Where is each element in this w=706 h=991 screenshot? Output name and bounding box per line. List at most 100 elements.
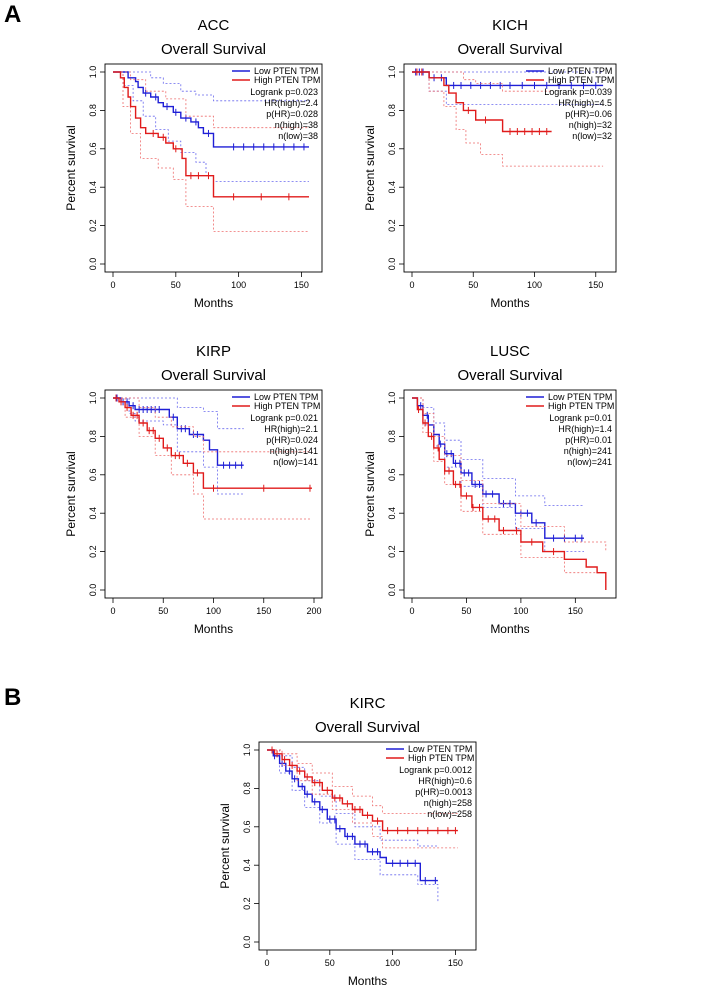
y-tick-label: 1.0 [88,392,98,405]
y-tick-label: 1.0 [242,744,252,757]
ci-lower-high [412,397,607,585]
y-tick-label: 0.6 [387,469,397,482]
y-tick-label: 0.4 [88,507,98,520]
y-tick-label: 1.0 [387,66,397,79]
y-tick-label: 0.6 [88,143,98,156]
survival-curve-high [113,71,309,198]
chart-kirc: KIRC Overall Survival 0 50 100 150 0.0 0.2 0.4 0.… [218,695,477,988]
y-tick-label: 0.6 [387,143,397,156]
ci-upper-high [412,397,607,552]
y-tick-label: 0.2 [387,219,397,232]
x-tick-label: 0 [110,280,115,290]
x-tick-label: 100 [231,280,246,290]
x-tick-label: 100 [206,606,221,616]
stat-line: HR(high)=0.6 [418,776,472,786]
x-tick-label: 100 [513,606,528,616]
stat-line: n(high)=38 [275,120,318,130]
x-tick-label: 150 [448,958,463,968]
x-tick-label: 0 [264,958,269,968]
stat-line: HR(high)=2.1 [264,424,318,434]
chart-kirp: KIRP Overall Survival 0 50 100 150 200 0.0 0.2 0.… [64,343,323,636]
survival-curve-low [267,749,438,882]
y-tick-label: 1.0 [387,392,397,405]
survival-charts: ACC Overall Survival 0 50 100 150 0.0 0.2 0.4 0.6… [64,17,617,988]
chart-title: KIRP [196,343,231,360]
stat-line: n(high)=141 [270,446,318,456]
y-tick-label: 0.2 [88,545,98,558]
x-tick-label: 150 [568,606,583,616]
x-tick-label: 0 [110,606,115,616]
x-tick-label: 100 [385,958,400,968]
stat-line: p(HR)=0.01 [565,435,612,445]
stat-line: Logrank p=0.0012 [399,765,472,775]
y-tick-label: 0.4 [88,181,98,194]
chart-title: KIRC [350,695,386,712]
y-tick-label: 0.6 [88,469,98,482]
y-tick-label: 0.4 [242,859,252,872]
y-axis-label: Percent survival [363,125,377,210]
x-tick-label: 200 [306,606,321,616]
panel-label-a: A [4,1,21,28]
stat-line: n(low)=32 [572,131,612,141]
y-tick-label: 0.0 [242,936,252,949]
y-axis-label: Percent survival [64,451,78,536]
x-tick-label: 50 [171,280,181,290]
stat-line: n(high)=241 [564,446,612,456]
survival-curve-low [113,397,244,466]
stat-line: n(high)=32 [569,120,612,130]
ci-upper-high [113,71,309,129]
plot-frame [104,63,323,273]
ci-lower-low [113,71,309,182]
x-tick-label: 50 [468,280,478,290]
x-tick-label: 0 [409,606,414,616]
y-axis-label: Percent survival [64,125,78,210]
plot-frame [403,63,617,273]
ci-upper-low [113,71,309,102]
chart-title: LUSC [490,343,530,360]
legend-entry: Low PTEN TPM [548,392,612,402]
survival-curve-high [412,397,607,590]
survival-curve-high [412,71,552,133]
y-tick-label: 0.0 [387,584,397,597]
legend-entry: High PTEN TPM [408,753,474,763]
ci-upper-low [267,749,438,847]
stat-line: n(high)=258 [424,798,472,808]
stat-line: n(low)=258 [427,809,472,819]
chart-title: KICH [492,17,528,34]
ci-lower-high [267,749,458,849]
x-axis-label: Months [490,296,529,310]
stat-line: p(HR)=0.028 [266,109,318,119]
ci-lower-low [412,397,584,552]
y-tick-label: 0.8 [242,782,252,795]
y-tick-label: 1.0 [88,66,98,79]
legend-entry: High PTEN TPM [254,75,320,85]
survival-curve-high [113,397,312,489]
chart-subtitle: Overall Survival [457,41,562,58]
chart-title: ACC [198,17,230,34]
ci-lower-high [113,397,312,520]
x-tick-label: 50 [325,958,335,968]
x-tick-label: 0 [409,280,414,290]
chart-subtitle: Overall Survival [457,367,562,384]
y-tick-label: 0.2 [88,219,98,232]
ci-lower-high [412,71,604,167]
legend-entry: High PTEN TPM [548,401,614,411]
stat-line: n(low)=141 [273,457,318,467]
x-tick-label: 150 [256,606,271,616]
y-axis-label: Percent survival [363,451,377,536]
y-tick-label: 0.8 [88,430,98,443]
y-tick-label: 0.0 [387,258,397,271]
stat-line: HR(high)=2.4 [264,98,318,108]
stat-line: Logrank p=0.039 [544,87,612,97]
y-tick-label: 0.8 [88,104,98,117]
chart-kich: KICH Overall Survival 0 50 100 150 0.0 0.2 0.4 0.… [363,17,617,310]
y-tick-label: 0.4 [387,507,397,520]
ci-lower-low [113,397,244,495]
y-tick-label: 0.2 [242,897,252,910]
x-axis-label: Months [490,622,529,636]
y-tick-label: 0.6 [242,821,252,834]
ci-lower-high [113,71,309,232]
legend-entry: High PTEN TPM [548,75,614,85]
chart-subtitle: Overall Survival [161,367,266,384]
